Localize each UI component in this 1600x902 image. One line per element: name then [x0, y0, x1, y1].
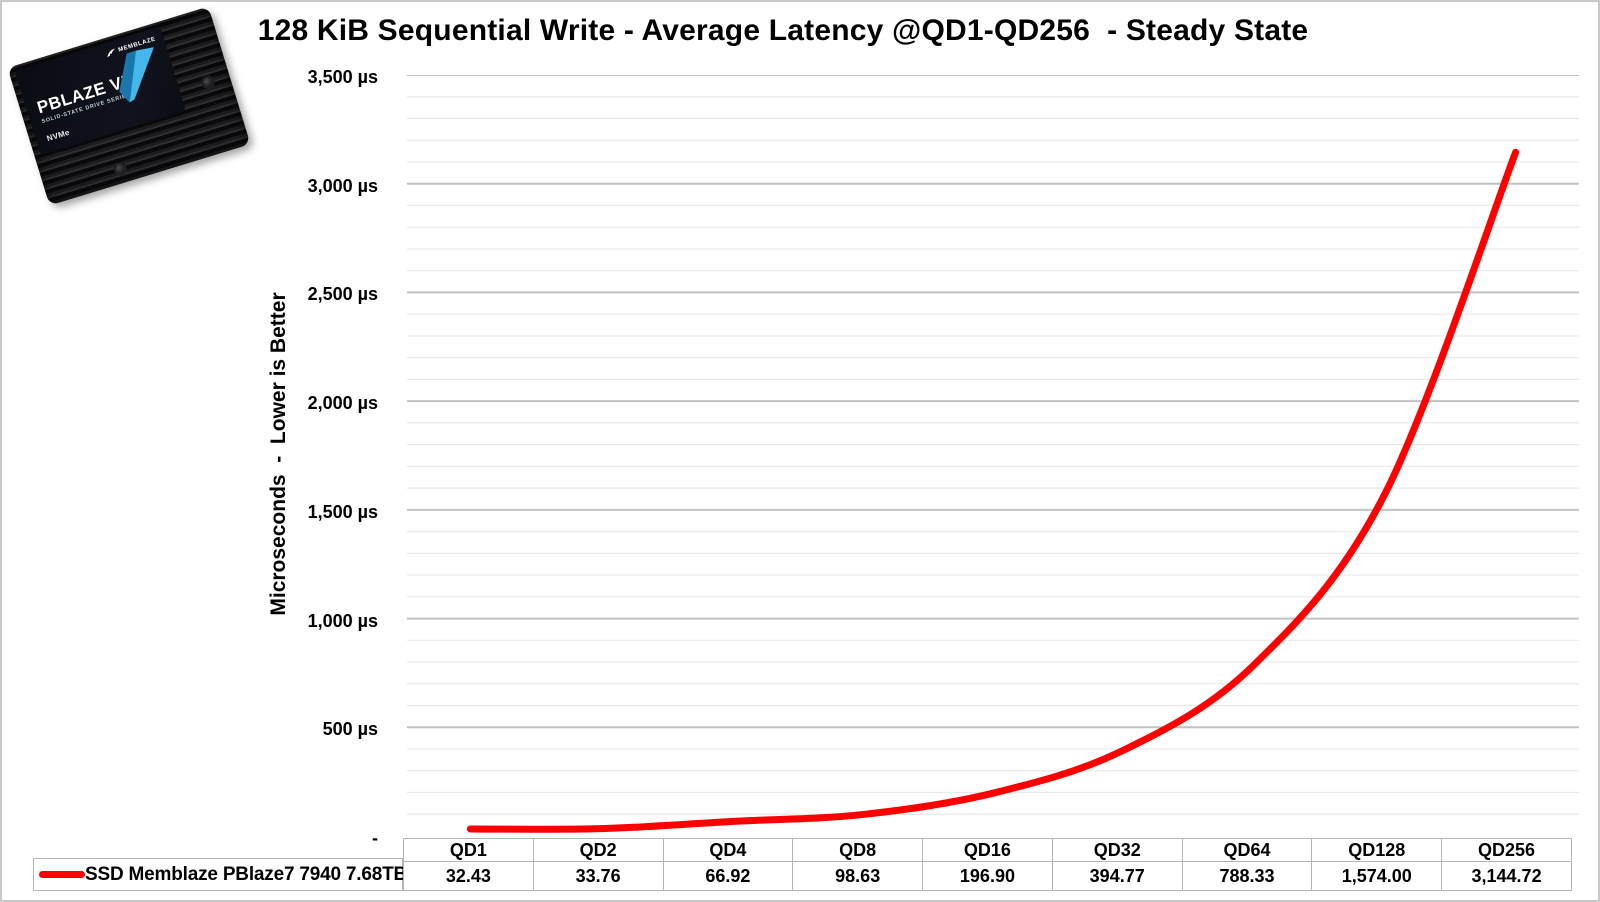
qd-column-header: QD32 [1051, 838, 1183, 862]
y-tick-label: 1,500 µs [307, 501, 378, 522]
qd-column-header: QD128 [1311, 838, 1443, 862]
plot-area [405, 74, 1581, 838]
y-tick-label: 500 µs [322, 719, 378, 740]
line-chart-svg [407, 74, 1579, 833]
latency-value-cell: 394.77 [1051, 861, 1183, 891]
latency-value-cell: 3,144.72 [1441, 861, 1572, 891]
data-table-header-row: QD1 QD2 QD4 QD8 QD16 QD32 QD64 QD128 QD256 [403, 838, 1572, 862]
data-table: QD1 QD2 QD4 QD8 QD16 QD32 QD64 QD128 QD256 32.43… [403, 838, 1572, 891]
series-line-swatch-icon [39, 871, 85, 878]
latency-value-cell: 98.63 [792, 861, 924, 891]
qd-column-header: QD256 [1441, 838, 1572, 862]
y-tick-label: 3,000 µs [307, 175, 378, 196]
latency-curve [466, 148, 1520, 833]
ssd-drive-body: MEMBLAZE PBLAZE VII SOLID-STATE DRIVE SE… [7, 6, 251, 206]
qd-column-header: QD16 [922, 838, 1053, 862]
data-table-value-row: 32.43 33.76 66.92 98.63 196.90 394.77 788.33 1,… [403, 861, 1572, 891]
latency-value-cell: 196.90 [922, 861, 1053, 891]
qd-column-header: QD4 [662, 838, 794, 862]
legend-cell: SSD Memblaze PBlaze7 7940 7.68TB [33, 858, 407, 891]
qd-column-header: QD2 [532, 838, 664, 862]
ssd-label: MEMBLAZE PBLAZE VII SOLID-STATE DRIVE SE… [14, 26, 186, 156]
y-axis-tick-labels: 3,500 µs 3,000 µs 2,500 µs 2,000 µs 1,500 µs… [2, 67, 378, 848]
memblaze-dolphin-icon [107, 48, 116, 58]
chart-title: 128 KiB Sequential Write - Average Laten… [257, 14, 1309, 47]
ssd-product-photo: MEMBLAZE PBLAZE VII SOLID-STATE DRIVE SE… [7, 6, 251, 206]
latency-value-cell: 788.33 [1181, 861, 1313, 891]
qd-column-header: QD1 [403, 838, 534, 862]
series-name: SSD Memblaze PBlaze7 7940 7.68TB [85, 863, 408, 885]
qd-column-header: QD64 [1181, 838, 1313, 862]
latency-value-cell: 33.76 [532, 861, 664, 891]
y-tick-label: 3,500 µs [307, 67, 378, 87]
latency-value-cell: 66.92 [662, 861, 794, 891]
y-tick-label: - [372, 828, 378, 848]
latency-value-cell: 1,574.00 [1311, 861, 1443, 891]
latency-value-cell: 32.43 [403, 861, 534, 891]
y-tick-label: 2,000 µs [307, 393, 378, 414]
qd-column-header: QD8 [792, 838, 924, 862]
brand-row: MEMBLAZE [105, 35, 157, 58]
y-tick-label: 1,000 µs [307, 610, 378, 631]
y-tick-label: 2,500 µs [307, 284, 378, 305]
